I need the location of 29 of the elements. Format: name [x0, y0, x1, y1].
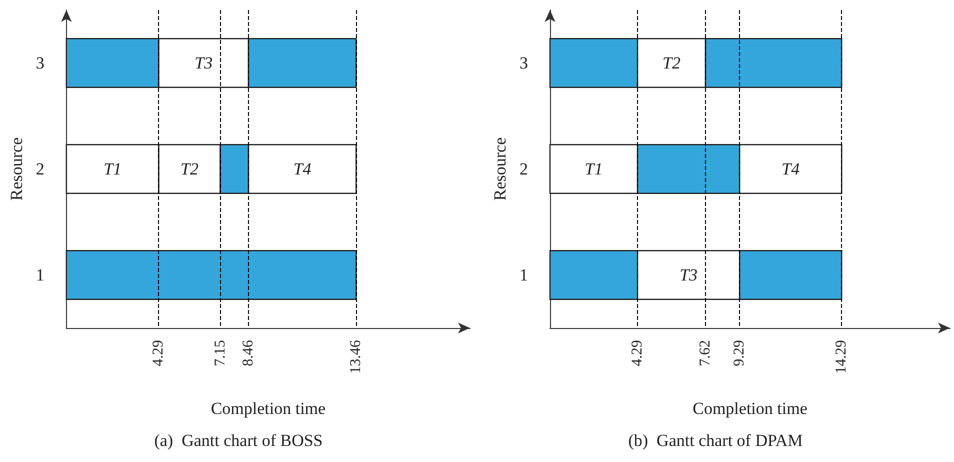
y-tick-label: 2: [36, 160, 44, 178]
y-tick-label: 1: [36, 266, 44, 284]
x-tick-label: 9.29: [732, 340, 748, 366]
y-tick-label: 3: [520, 54, 528, 72]
x-tick-label: 13.46: [348, 340, 364, 374]
bar: [66, 250, 357, 300]
x-tick-label: 7.15: [212, 340, 228, 366]
data-label: T3: [680, 266, 698, 284]
data-label: T1: [104, 160, 122, 178]
y-tick-label: 2: [520, 160, 528, 178]
x-tick-label: 4.29: [150, 340, 167, 366]
data-label: T1: [584, 160, 603, 178]
data-label: T2: [180, 160, 199, 178]
x-tick-label: 8.46: [240, 340, 257, 366]
x-tick-label: 14.29: [834, 340, 850, 374]
text: (b) Gantt chart of DPAM: [628, 431, 803, 450]
data-label: T3: [194, 54, 213, 72]
y-axis-title: Resource: [7, 137, 26, 201]
data-label: T2: [662, 54, 681, 72]
x-axis-title: Completion time: [210, 399, 326, 418]
data-label: T4: [293, 160, 312, 178]
y-tick-label: 3: [36, 54, 44, 72]
x-axis-title: Completion time: [692, 399, 808, 418]
x-tick-label: 7.62: [698, 340, 714, 366]
x-tick-label: 4.29: [630, 340, 646, 366]
text: (a) Gantt chart of BOSS: [154, 431, 323, 450]
y-axis-title: Resource: [490, 137, 510, 201]
data-label: T4: [782, 160, 800, 178]
y-tick-label: 1: [520, 266, 528, 284]
